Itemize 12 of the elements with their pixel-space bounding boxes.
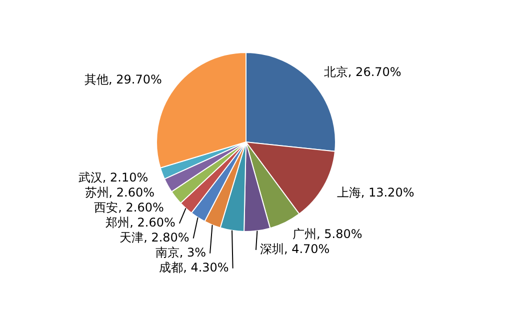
slice-label: 其他, 29.70% bbox=[84, 72, 162, 86]
slice-label: 深圳, 4.70% bbox=[260, 242, 330, 256]
slice-label: 广州, 5.80% bbox=[292, 227, 362, 242]
slice-label: 上海, 13.20% bbox=[336, 186, 414, 200]
slice-label: 西安, 2.60% bbox=[94, 200, 164, 215]
slice-label: 南京, 3% bbox=[155, 246, 206, 260]
slice-label: 武汉, 2.10% bbox=[78, 170, 148, 185]
slice-label: 苏州, 2.60% bbox=[84, 186, 155, 200]
slice-label: 成都, 4.30% bbox=[159, 260, 229, 275]
slice-label: 郑州, 2.60% bbox=[106, 216, 176, 230]
slice-label: 北京, 26.70% bbox=[324, 64, 402, 79]
slice-label: 天津, 2.80% bbox=[120, 230, 190, 245]
